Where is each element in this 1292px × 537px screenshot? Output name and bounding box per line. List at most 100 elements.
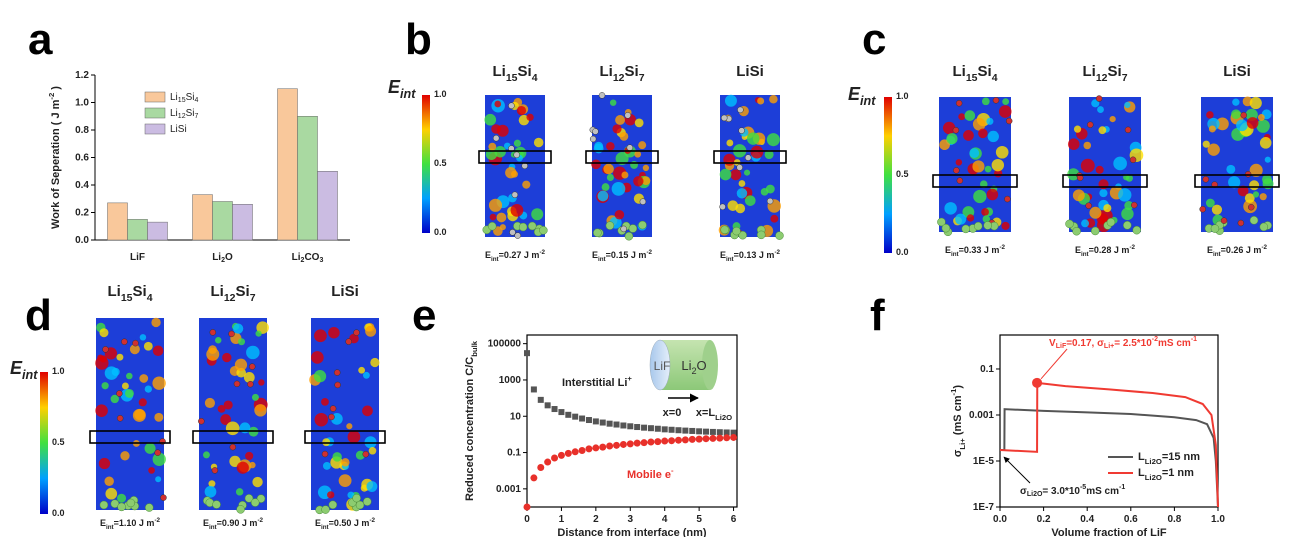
density-spot <box>365 325 377 337</box>
density-spot <box>143 341 153 351</box>
atom <box>229 443 237 451</box>
atom <box>1132 225 1142 235</box>
density-spot <box>328 326 340 339</box>
atom <box>518 222 528 232</box>
atom <box>1220 217 1228 224</box>
interface-box <box>192 430 274 444</box>
structure-image <box>482 95 548 239</box>
density-spot <box>208 480 216 488</box>
interface-box <box>932 174 1018 188</box>
density-spot <box>1067 138 1080 150</box>
density-spot <box>233 323 244 334</box>
structure-title: LiSi <box>1223 63 1251 80</box>
atom <box>719 203 726 211</box>
density-spot <box>614 209 625 220</box>
atom <box>1210 224 1220 233</box>
density-spot <box>760 188 769 196</box>
density-spot <box>110 394 119 404</box>
density-spot <box>151 317 161 328</box>
density-spot <box>730 169 742 181</box>
point <box>523 503 531 511</box>
density-spot <box>606 173 614 181</box>
density-spot <box>723 153 736 166</box>
density-spot <box>366 481 378 492</box>
x-tick-label: 3 <box>627 514 633 525</box>
structure-title: Li15Si4 <box>492 63 537 84</box>
point <box>585 417 592 424</box>
atom <box>1131 201 1138 209</box>
atom <box>256 494 266 503</box>
legend-label: Li12Si7 <box>170 108 199 121</box>
density-spot <box>152 452 166 466</box>
inset-left: LiF <box>654 359 671 373</box>
y-tick-label: 1E-7 <box>973 502 995 513</box>
point <box>647 438 655 446</box>
inset-end: x=LLi2O <box>696 407 732 422</box>
density-spot <box>499 224 506 231</box>
density-spot <box>630 161 639 169</box>
point <box>524 350 530 357</box>
density-spot <box>606 141 615 151</box>
density-spot <box>612 124 622 134</box>
atom <box>233 380 241 388</box>
atom <box>1129 156 1137 164</box>
density-spot <box>204 397 216 409</box>
plot-frame <box>999 334 1219 508</box>
colorbar-tick: 1.0 <box>896 91 909 101</box>
structure-title: Li12Si7 <box>1082 63 1127 84</box>
density-spot <box>736 188 748 199</box>
point <box>688 435 696 443</box>
colorbar-title: Eint <box>10 358 38 383</box>
density-spot <box>154 412 164 422</box>
density-spot <box>95 404 108 417</box>
interface-box <box>1194 174 1280 188</box>
atom <box>1095 95 1103 102</box>
line <box>999 381 1219 508</box>
density-spot <box>505 167 517 179</box>
structure-image <box>1065 95 1144 236</box>
density-spot <box>223 400 233 410</box>
density-spot <box>338 474 352 488</box>
point <box>558 409 565 416</box>
density-spot <box>220 414 232 425</box>
atom <box>766 197 774 205</box>
atom <box>624 112 631 119</box>
point <box>592 418 599 425</box>
structure-image <box>937 97 1013 237</box>
density-spot <box>496 124 509 137</box>
density-spot <box>963 130 974 141</box>
point <box>619 440 627 448</box>
atom <box>737 106 744 114</box>
density-spot <box>355 450 365 460</box>
density-spot <box>615 115 625 125</box>
density-spot <box>235 488 244 496</box>
atom <box>732 226 741 236</box>
density-spot <box>152 345 164 357</box>
density-spot <box>743 169 751 176</box>
y-tick-label: 0.1 <box>980 364 994 375</box>
annotation-arrow <box>1040 348 1068 380</box>
density-spot <box>1081 219 1089 228</box>
point <box>564 449 572 457</box>
density-spot <box>341 458 350 467</box>
density-spot <box>139 374 149 383</box>
density-spot <box>129 344 140 355</box>
density-spot <box>322 438 331 447</box>
density-spot <box>148 467 155 474</box>
density-spot <box>222 352 232 363</box>
interface-box <box>304 430 386 444</box>
density-spot <box>138 398 147 407</box>
point <box>702 435 710 443</box>
point <box>530 386 537 393</box>
point <box>689 427 696 434</box>
panel-label: b <box>405 15 432 64</box>
density-spot <box>942 121 956 135</box>
density-spot <box>638 141 647 150</box>
x-tick-label: 0.6 <box>1124 514 1138 525</box>
point <box>696 428 703 435</box>
density-spot <box>724 94 737 107</box>
panel-label: f <box>870 291 885 340</box>
x-tick-label: 6 <box>731 514 737 525</box>
bar <box>212 201 233 241</box>
atom <box>321 450 329 458</box>
